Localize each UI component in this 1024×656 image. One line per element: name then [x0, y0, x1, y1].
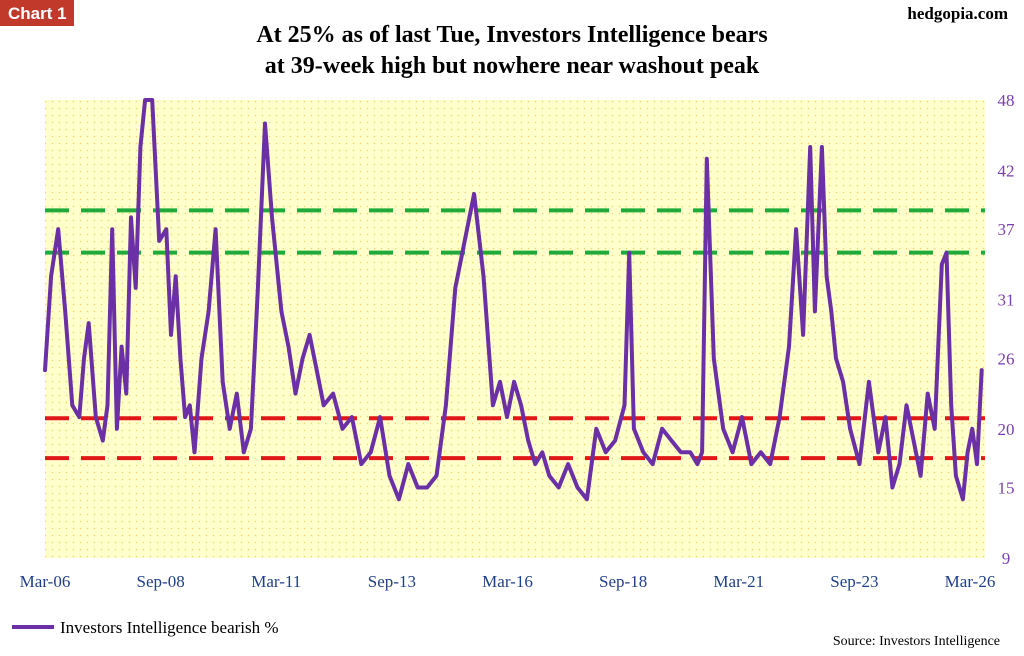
- x-tick-label: Sep-08: [137, 572, 185, 591]
- x-tick-label: Sep-13: [368, 572, 416, 591]
- y-tick-label: 26: [998, 349, 1015, 368]
- y-tick-label: 9: [1002, 549, 1011, 568]
- legend: Investors Intelligence bearish %: [12, 618, 279, 637]
- x-tick-label: Mar-16: [482, 572, 533, 591]
- y-tick-label: 37: [998, 220, 1016, 239]
- chart-title-line-2: at 39-week high but nowhere near washout…: [265, 53, 760, 79]
- y-tick-label: 48: [998, 91, 1015, 110]
- chart-title-line-1: At 25% as of last Tue, Investors Intelli…: [256, 22, 767, 48]
- y-tick-label: 42: [998, 161, 1015, 180]
- x-tick-label: Sep-18: [599, 572, 647, 591]
- x-tick-label: Mar-21: [713, 572, 764, 591]
- source-note: Source: Investors Intelligence: [833, 634, 1000, 649]
- x-tick-label: Mar-11: [251, 572, 301, 591]
- y-tick-label: 20: [998, 420, 1015, 439]
- plot-area: [45, 100, 985, 558]
- x-axis: Mar-06 Sep-08 Mar-11 Sep-13 Mar-16 Sep-18 Mar-…: [20, 572, 996, 591]
- site-name: hedgopia.com: [907, 4, 1008, 23]
- y-tick-label: 15: [998, 479, 1015, 498]
- chart-label: Chart 1: [8, 4, 67, 23]
- x-tick-label: Sep-23: [830, 572, 878, 591]
- reference-lines: [45, 208, 985, 461]
- x-tick-label: Mar-26: [945, 572, 996, 591]
- y-axis: 9 15 20 26 31 37 42 48: [998, 91, 1016, 568]
- series-line-0: [43, 98, 984, 502]
- y-tick-label: 31: [998, 291, 1015, 310]
- chart-label-badge: Chart 1: [0, 0, 74, 26]
- x-tick-label: Mar-06: [20, 572, 71, 591]
- legend-label: Investors Intelligence bearish %: [60, 618, 279, 637]
- series-layer: [43, 98, 984, 502]
